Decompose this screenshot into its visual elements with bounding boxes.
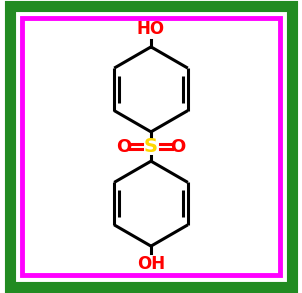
Text: HO: HO [137,20,165,38]
Text: O: O [116,137,132,156]
Text: OH: OH [137,255,165,273]
Text: O: O [170,137,186,156]
Text: S: S [144,137,158,156]
